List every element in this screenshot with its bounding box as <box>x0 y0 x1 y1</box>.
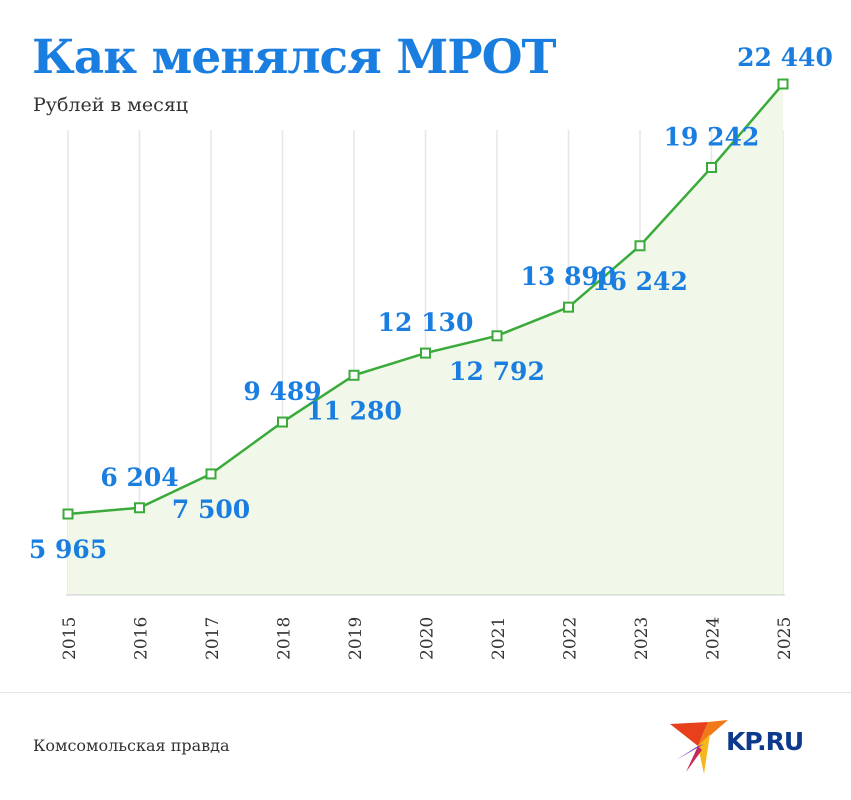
chart-title: Как менялся МРОТ <box>32 30 556 85</box>
x-tick-label: 2015 <box>60 617 80 660</box>
data-label: 5 965 <box>29 535 107 564</box>
data-label: 7 500 <box>172 495 250 524</box>
bird-icon <box>670 720 728 774</box>
x-tick-label: 2019 <box>346 617 366 660</box>
kp-logo: KP.RU <box>668 716 848 776</box>
x-tick-label: 2017 <box>203 617 223 660</box>
data-point <box>777 78 789 90</box>
data-point <box>634 240 646 252</box>
logo-text: KP.RU <box>726 727 804 756</box>
data-point <box>134 502 145 514</box>
x-tick-label: 2023 <box>632 617 652 660</box>
x-tick-label: 2021 <box>489 617 509 660</box>
x-tick-label: 2025 <box>775 617 795 660</box>
x-tick-label: 2024 <box>704 617 724 660</box>
data-label: 19 242 <box>664 122 760 151</box>
data-point <box>348 369 360 381</box>
footer-divider <box>0 692 851 693</box>
area-fill <box>68 84 783 595</box>
data-label: 11 280 <box>306 396 402 425</box>
data-point <box>420 347 431 359</box>
data-point <box>277 416 288 428</box>
data-label: 16 242 <box>592 267 688 296</box>
data-label: 12 130 <box>378 308 474 337</box>
data-point <box>205 468 217 480</box>
source-label: Комсомольская правда <box>33 736 230 755</box>
chart-subtitle: Рублей в месяц <box>33 94 189 116</box>
data-label: 6 204 <box>100 463 178 492</box>
data-point <box>62 508 74 520</box>
line-chart: 5 965 2015 6 204 2016 7 500 2017 9 489 2018 11 2… <box>29 43 833 660</box>
x-tick-label: 2018 <box>275 617 295 660</box>
data-label: 13 890 <box>521 262 617 291</box>
data-point <box>706 161 717 173</box>
data-point <box>563 301 574 313</box>
data-point <box>491 330 503 342</box>
x-tick-label: 2016 <box>132 617 152 660</box>
x-tick-label: 2020 <box>418 617 438 660</box>
data-label: 22 440 <box>737 43 833 72</box>
data-label: 12 792 <box>449 357 545 386</box>
x-tick-label: 2022 <box>561 617 581 660</box>
data-label: 9 489 <box>243 377 321 406</box>
